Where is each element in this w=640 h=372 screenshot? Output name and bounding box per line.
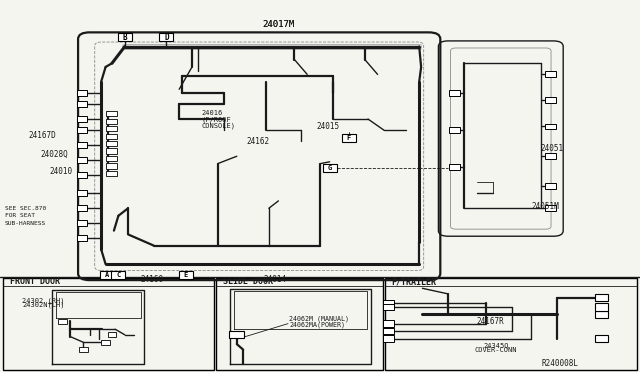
Text: F: F [347,135,351,141]
Text: (F/ROOF: (F/ROOF [202,116,231,123]
Bar [106,141,117,146]
Text: 24017M: 24017M [262,20,294,29]
Text: 24014: 24014 [264,275,287,284]
Bar [77,116,87,122]
Bar [595,303,608,311]
Text: 24345Q: 24345Q [483,342,509,348]
Bar [545,153,556,159]
Text: 24051M: 24051M [531,202,559,211]
Text: R240008L: R240008L [541,359,579,368]
Bar [449,127,460,133]
Bar [77,220,87,226]
Text: 24062M (MANUAL): 24062M (MANUAL) [289,316,349,323]
Bar [595,335,608,342]
Bar [545,124,556,129]
Bar [77,157,87,163]
Bar [595,311,608,318]
Text: F/TRAILER: F/TRAILER [391,278,436,286]
Bar [595,294,608,301]
Bar [545,205,556,211]
Text: 24051: 24051 [541,144,564,153]
Bar [106,163,117,169]
Bar [77,190,87,196]
Bar [545,97,556,103]
Bar [106,111,117,116]
Bar [118,33,132,41]
Text: 24160: 24160 [140,275,163,284]
Bar [383,320,394,327]
Bar [383,300,394,307]
Bar [179,271,193,279]
Bar [106,119,117,124]
Text: 24302N(LH): 24302N(LH) [22,302,65,308]
Bar [77,142,87,148]
Bar [77,101,87,107]
Text: 24010: 24010 [50,167,73,176]
Bar [216,278,383,370]
Bar [385,278,637,370]
Bar [77,235,87,241]
Bar [106,156,117,161]
Text: CONSOLE): CONSOLE) [202,122,236,129]
Bar [342,134,356,142]
Bar [77,127,87,133]
Bar [449,90,460,96]
Text: SEE SEC.870: SEE SEC.870 [5,206,46,211]
Text: COVER-CONN: COVER-CONN [475,347,517,353]
Text: G: G [328,165,332,171]
Bar [77,90,87,96]
Bar [101,340,110,345]
Text: 24028Q: 24028Q [40,150,68,159]
Bar [159,33,173,41]
Bar [383,335,394,342]
Bar [106,134,117,139]
Bar [545,71,556,77]
Text: 24016: 24016 [202,110,223,116]
Bar [108,332,116,337]
Bar [79,347,88,352]
Text: 24062MA(POWER): 24062MA(POWER) [289,321,346,328]
Bar [383,328,394,334]
Text: C: C [116,272,120,278]
Text: 24167R: 24167R [477,317,504,326]
Text: 24302 (RH): 24302 (RH) [22,297,65,304]
Bar [229,331,244,338]
Bar [3,278,214,370]
Bar [449,164,460,170]
Text: A: A [105,272,109,278]
Text: SUB-HARNESS: SUB-HARNESS [5,221,46,226]
Text: E: E [184,272,188,278]
Text: 24015: 24015 [317,122,340,131]
Bar [100,271,114,279]
Bar [106,148,117,154]
Bar [106,171,117,176]
Text: 24167D: 24167D [29,131,56,140]
Text: 24162: 24162 [246,137,269,146]
Bar [77,205,87,211]
Text: SLIDE DOOR: SLIDE DOOR [223,278,273,286]
Bar [111,271,125,279]
Bar [545,183,556,189]
Bar [106,126,117,131]
Bar [323,164,337,172]
Text: FRONT DOOR: FRONT DOOR [10,278,60,286]
Text: D: D [164,33,169,42]
Bar [77,172,87,178]
Text: B: B [122,33,127,42]
Bar [383,304,394,310]
Text: 24017M: 24017M [262,20,294,29]
Bar [58,319,67,324]
Text: FOR SEAT: FOR SEAT [5,213,35,218]
